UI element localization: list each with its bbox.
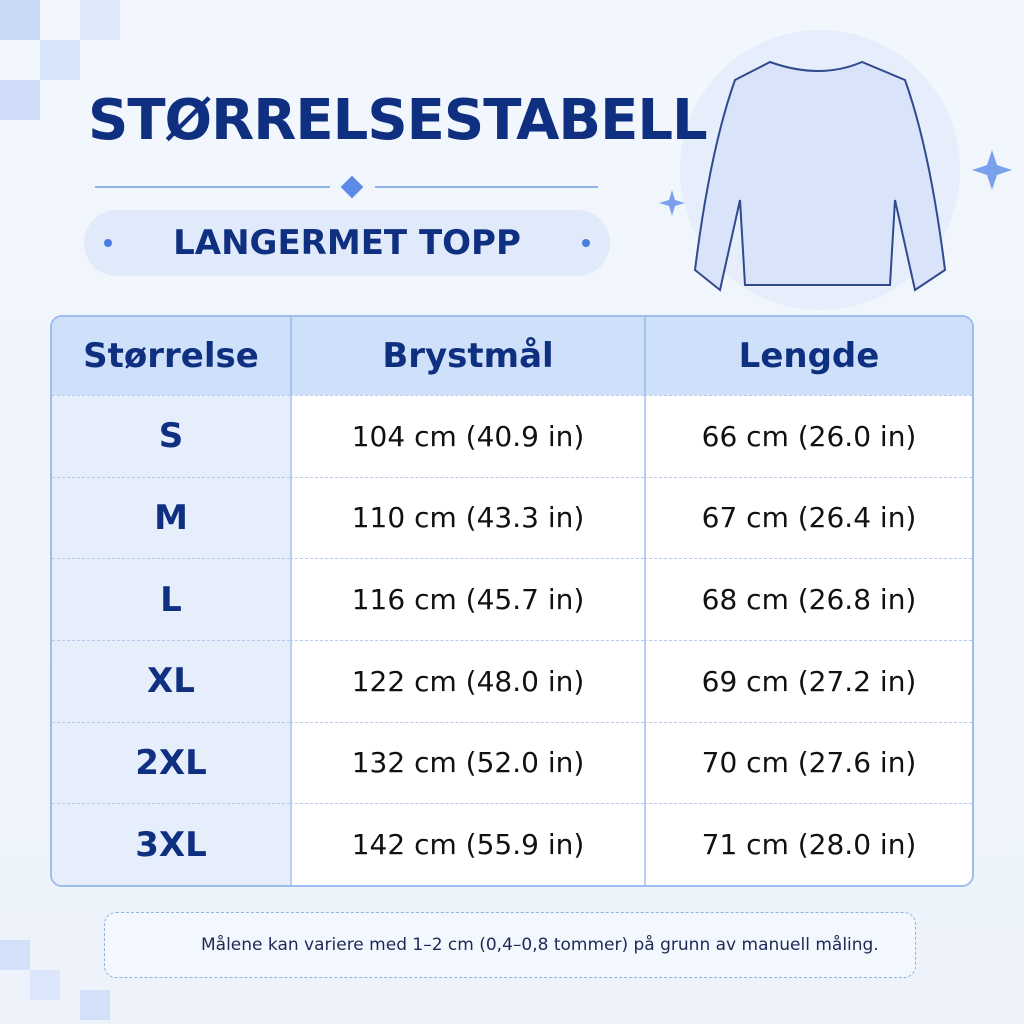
table-row: M 110 cm (43.3 in) 67 cm (26.4 in) [52,476,972,559]
table-row: L 116 cm (45.7 in) 68 cm (26.8 in) [52,558,972,640]
table-cell: 3XL [52,803,290,885]
table-row: XL 122 cm (48.0 in) 69 cm (27.2 in) [52,639,972,722]
table-cell: 2XL [52,721,290,804]
table-row: 2XL 132 cm (52.0 in) 70 cm (27.6 in) [52,721,972,804]
table-cell: XL [52,639,290,722]
table-cell: M [52,476,290,559]
table-cell: S [52,395,290,477]
table-cell: 68 cm (26.8 in) [644,558,972,640]
table-cell: 122 cm (48.0 in) [290,639,644,722]
table-cell: 69 cm (27.2 in) [644,639,972,722]
column-header: Størrelse [52,317,290,395]
note: Målene kan variere med 1–2 cm (0,4–0,8 t… [104,912,916,978]
title: STØRRELSESTABELL [88,88,708,153]
table-cell: L [52,558,290,640]
table-row: S 104 cm (40.9 in) 66 cm (26.0 in) [52,395,972,477]
size-table: Størrelse Brystmål Lengde S 104 cm (40.9 in)… [50,315,974,887]
table-cell: 104 cm (40.9 in) [290,395,644,477]
table-cell: 132 cm (52.0 in) [290,721,644,804]
table-row: 3XL 142 cm (55.9 in) 71 cm (28.0 in) [52,803,972,885]
subtitle: LANGERMET TOPP [84,210,610,276]
table-cell: 67 cm (26.4 in) [644,476,972,559]
table-cell: 66 cm (26.0 in) [644,395,972,477]
table-cell: 116 cm (45.7 in) [290,558,644,640]
table-cell: 71 cm (28.0 in) [644,803,972,885]
table-cell: 70 cm (27.6 in) [644,721,972,804]
column-header: Lengde [644,317,972,395]
table-cell: 142 cm (55.9 in) [290,803,644,885]
column-header: Brystmål [290,317,644,395]
table-cell: 110 cm (43.3 in) [290,476,644,559]
